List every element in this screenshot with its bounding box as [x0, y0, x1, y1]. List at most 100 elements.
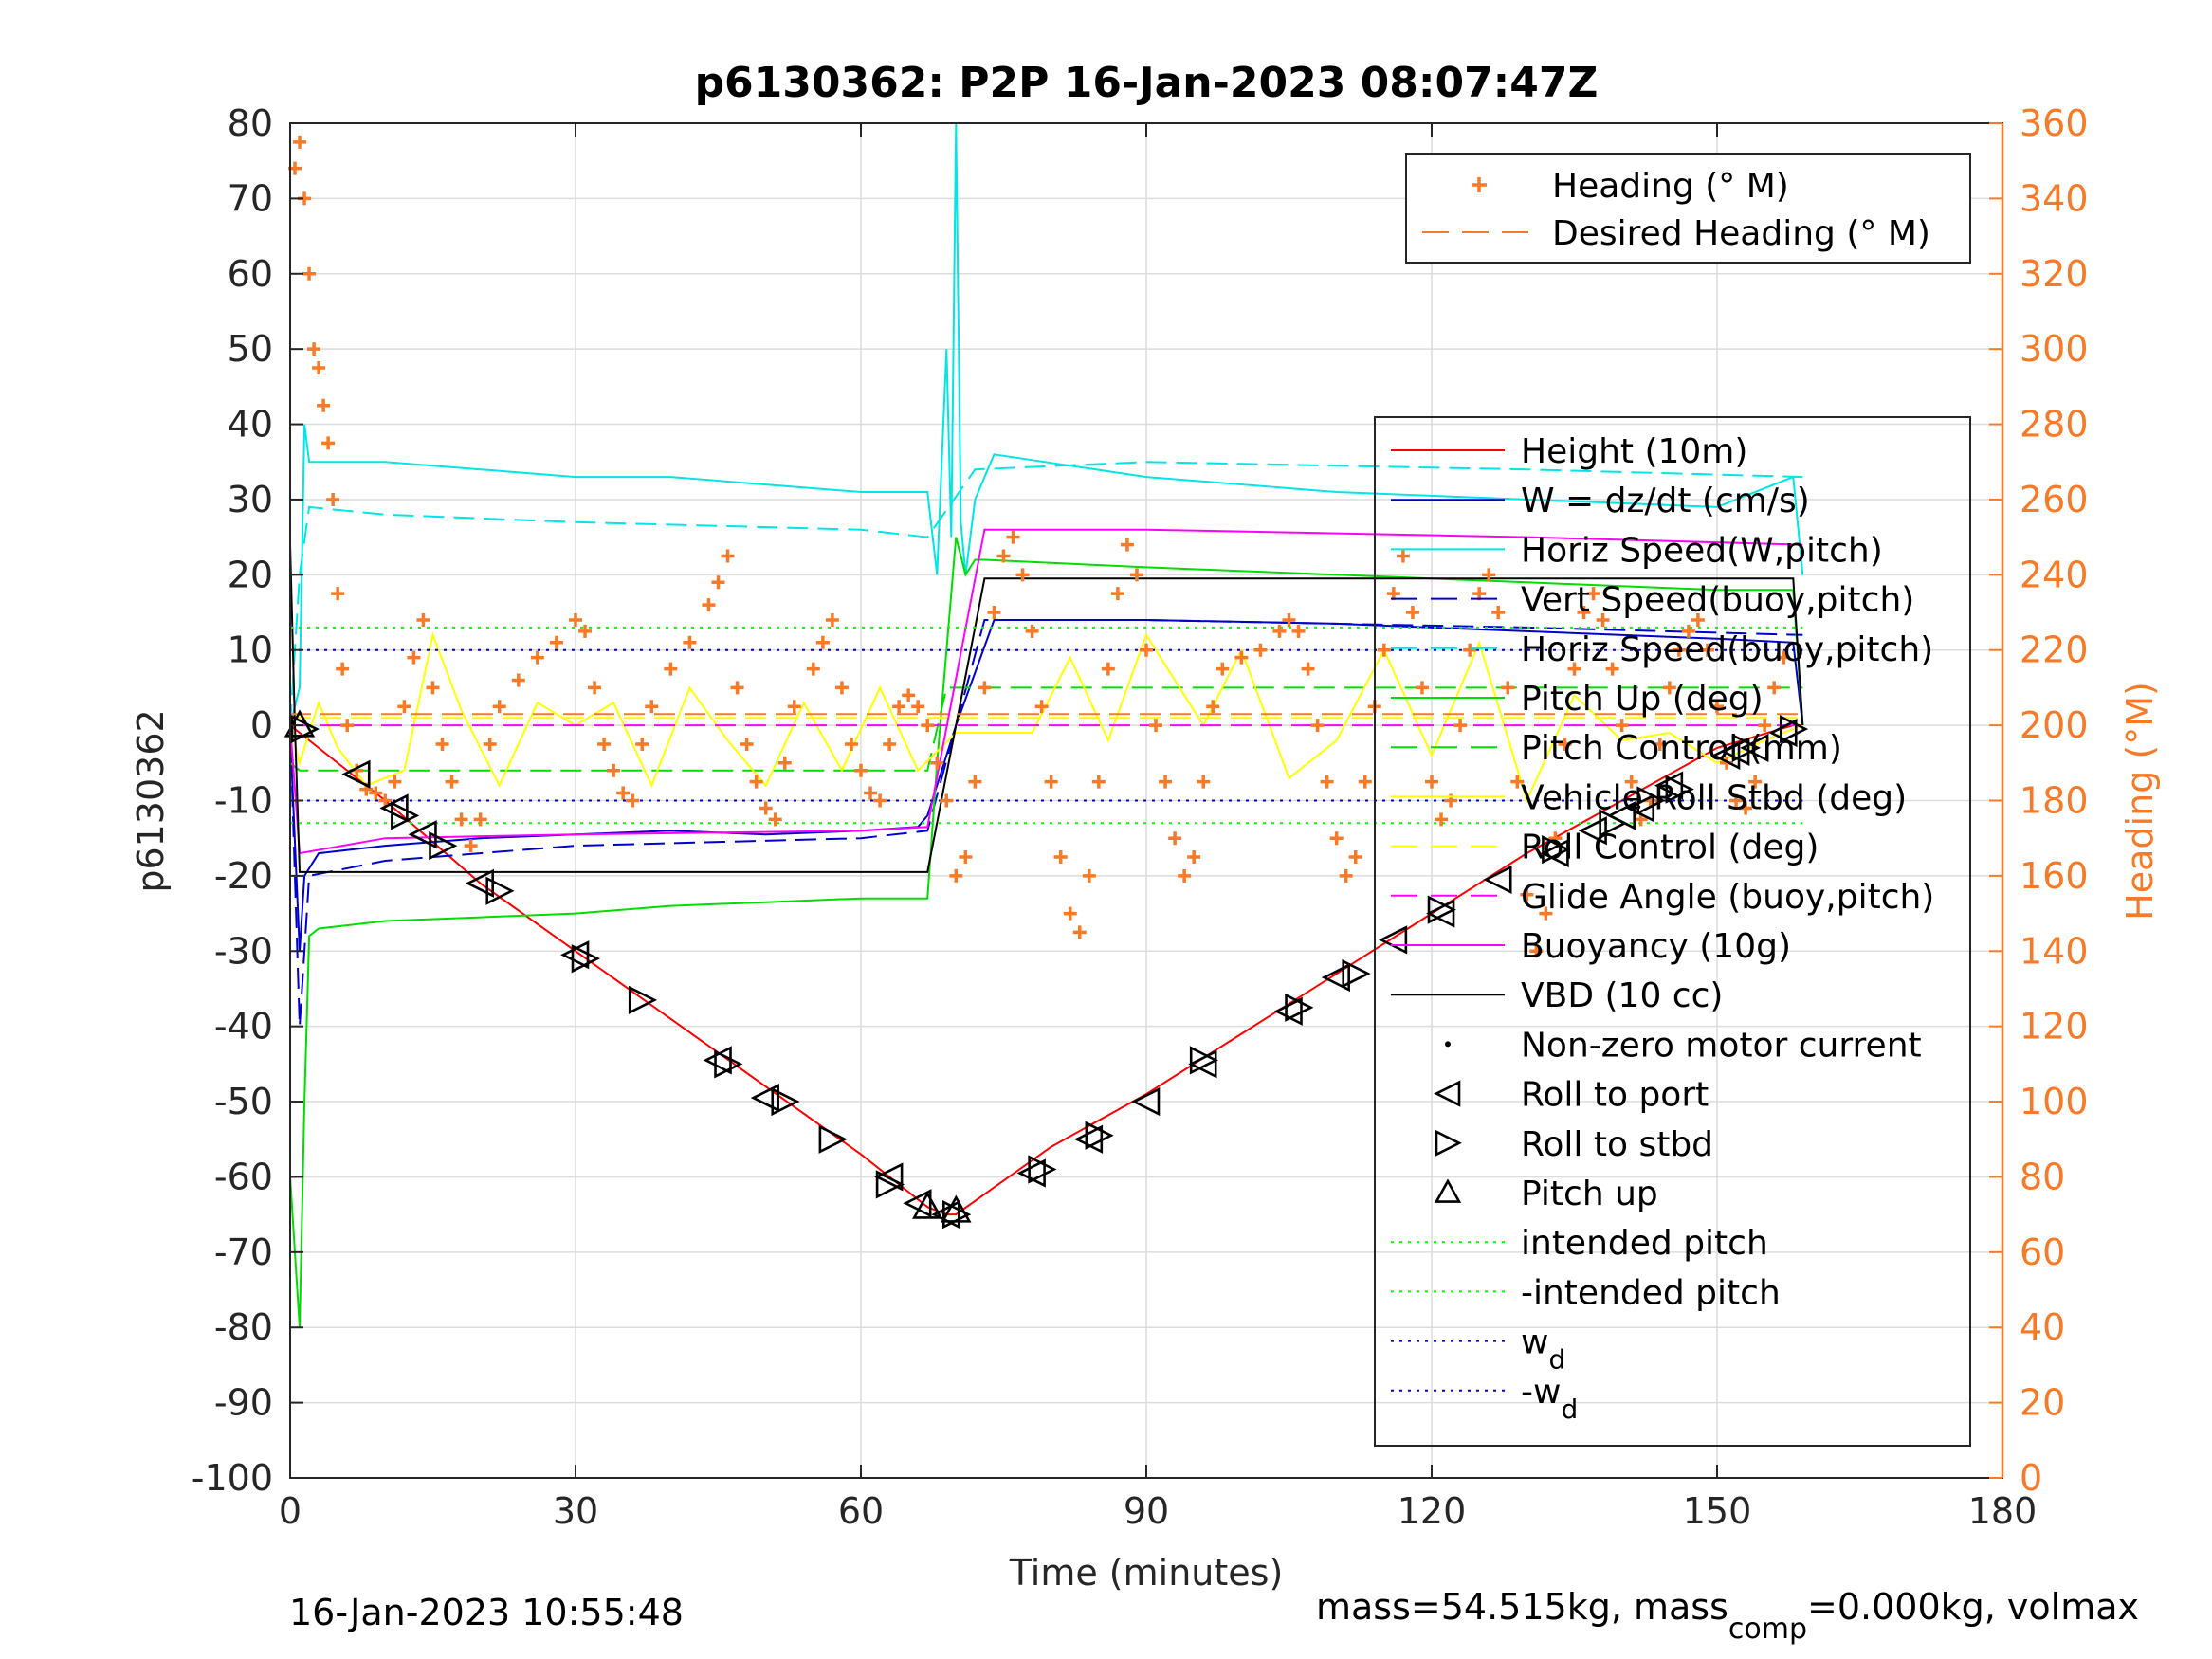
legend-main-label-text: Buoyancy (10g) [1521, 927, 1791, 966]
heading-point [1567, 662, 1581, 676]
heading-point [1149, 719, 1163, 733]
legend-main-label-text: Pitch Control (mm) [1521, 729, 1842, 768]
y2-axis-label: Heading (°M) [2119, 682, 2161, 921]
y2-tick-label: 160 [2020, 855, 2089, 897]
heading-point [1310, 719, 1325, 733]
legend-main-label: Glide Angle (buoy,pitch) [1521, 878, 1934, 917]
heading-point [645, 700, 659, 714]
heading-point [978, 681, 992, 695]
heading-point [711, 575, 725, 590]
y2-tick-label: 300 [2020, 328, 2089, 370]
heading-point [340, 719, 355, 733]
legend-swatch [1445, 1041, 1451, 1048]
y2-tick-label: 100 [2020, 1081, 2089, 1122]
heading-point [959, 850, 973, 865]
y2-tick-label: 340 [2020, 177, 2089, 219]
heading-point [1691, 612, 1705, 627]
heading-point [1586, 587, 1600, 601]
series-line-7 [289, 631, 1803, 804]
heading-point [1510, 775, 1525, 789]
heading-point [588, 681, 602, 695]
heading-point [369, 786, 383, 800]
heading-point [825, 612, 839, 627]
y-axis-label: p6130362 [130, 709, 172, 892]
legend-main-label-text: Roll to stbd [1521, 1125, 1713, 1164]
roll-to-stbd-marker [875, 1170, 905, 1199]
roll-to-stbd-marker [571, 944, 600, 974]
roll-to-port-marker [750, 1083, 779, 1113]
heading-point [1577, 606, 1591, 620]
y-tick-label: 70 [228, 177, 273, 219]
heading-point [1063, 906, 1077, 921]
x-tick-label: 90 [1124, 1490, 1169, 1532]
legend-main-label-text: intended pitch [1521, 1224, 1768, 1263]
roll-to-stbd-marker [1636, 786, 1666, 815]
heading-point [1187, 850, 1201, 865]
heading-point [664, 662, 678, 676]
roll-to-stbd-marker [1028, 1155, 1057, 1184]
y2-tick-label: 40 [2020, 1306, 2065, 1348]
x-tick-label: 60 [838, 1490, 884, 1532]
y2-tick-label: 120 [2020, 1006, 2089, 1048]
heading-point [1129, 568, 1143, 582]
roll-to-port-marker [1540, 838, 1569, 868]
y-tick-label: -60 [214, 1156, 273, 1197]
legend-main-label-text: VBD (10 cc) [1521, 976, 1723, 1015]
heading-point [1777, 650, 1791, 665]
heading-point [1034, 700, 1049, 714]
series-line-5 [289, 537, 1804, 1328]
y2-tick-label: 280 [2020, 404, 2089, 446]
heading-point [388, 775, 402, 789]
heading-point [987, 606, 1001, 620]
y-tick-label: -30 [214, 930, 273, 972]
legend-main-label-text: Roll to port [1521, 1076, 1709, 1115]
heading-point [1110, 587, 1124, 601]
roll-to-port-marker [1625, 793, 1655, 823]
heading-point [407, 650, 421, 665]
heading-point [1025, 624, 1039, 638]
legend-main-label-text: w [1521, 1323, 1548, 1362]
chart-title: p6130362: P2P 16-Jan-2023 08:07:47Z [695, 59, 1599, 107]
heading-point [1015, 568, 1030, 582]
heading-point [1729, 793, 1744, 808]
roll-to-port-marker [1016, 1158, 1046, 1188]
roll-to-stbd-marker [1085, 1121, 1114, 1150]
roll-to-stbd-marker [1189, 1046, 1219, 1075]
heading-point [1453, 719, 1468, 733]
roll-to-port-marker [1426, 899, 1455, 928]
roll-to-stbd-marker [1599, 809, 1628, 838]
legend-swatch [1472, 177, 1487, 192]
y-tick-label: -20 [214, 855, 273, 897]
roll-to-stbd-marker [628, 985, 658, 1014]
heading-point [1272, 624, 1287, 638]
roll-to-stbd-marker [1665, 775, 1694, 804]
heading-point [435, 737, 449, 751]
y2-tick-label: 220 [2020, 629, 2089, 671]
y2-tick-label: 60 [2020, 1231, 2065, 1273]
heading-point [1159, 775, 1173, 789]
heading-point [530, 650, 544, 665]
y2-tick-label: 180 [2020, 780, 2089, 822]
legend-main-label-text: Pitch Up (deg) [1521, 680, 1764, 719]
heading-point [293, 135, 307, 149]
heading-point [1339, 868, 1353, 883]
heading-point [902, 688, 916, 702]
legend-main-label-text: Vert Speed(buoy,pitch) [1521, 581, 1914, 620]
y2-tick-label: 80 [2020, 1156, 2065, 1197]
legend-main-label: -intended pitch [1521, 1273, 1781, 1312]
legend-main-label: Buoyancy (10g) [1521, 927, 1791, 966]
roll-to-stbd-marker [1731, 733, 1762, 763]
heading-point [1291, 624, 1306, 638]
y-tick-label: 10 [228, 629, 273, 671]
series-line-0 [289, 724, 1803, 1216]
legend-main-label-sub: d [1548, 1344, 1565, 1376]
legend-main-label-text: Horiz Speed(W,pitch) [1521, 531, 1883, 570]
heading-point [1681, 624, 1695, 638]
legend-main-label: -wd [1521, 1373, 1578, 1425]
y-tick-label: 50 [228, 328, 273, 370]
legend-main-label: Height (10m) [1521, 432, 1747, 471]
heading-point [1596, 612, 1610, 627]
heading-point [326, 492, 340, 506]
heading-point [321, 436, 336, 450]
heading-point [307, 342, 321, 356]
